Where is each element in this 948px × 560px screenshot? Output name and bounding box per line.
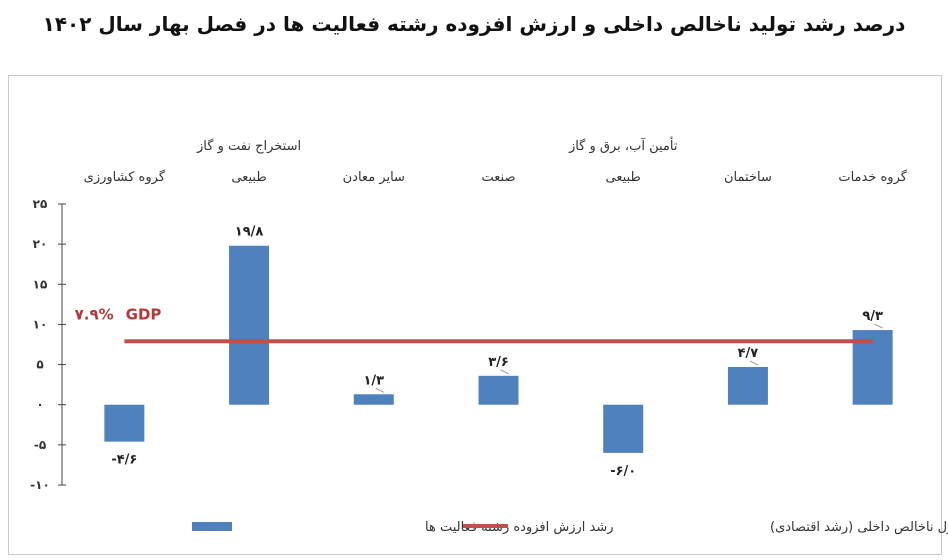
bar-data-label: ۱۹/۸ <box>235 225 264 240</box>
category-label-line2: طبیعی <box>231 170 266 185</box>
gdp-annotation-label: ۷.۹% GDP <box>75 305 162 323</box>
legend-swatch-bars <box>192 522 232 531</box>
category-label-line1: استخراج نفت و گاز <box>196 138 301 154</box>
label-leader-line <box>874 323 883 329</box>
y-tick-label: ۰ <box>36 398 43 412</box>
y-tick-label: -۵ <box>34 438 46 452</box>
bar <box>229 245 270 405</box>
y-tick-label: ۵ <box>36 358 43 372</box>
bar <box>353 394 394 405</box>
category-label-line2: گروه کشاورزی <box>84 169 166 185</box>
y-tick-label: ۱۰ <box>33 317 48 331</box>
y-tick-label: ۲۵ <box>33 197 48 211</box>
category-label-line2: گروه خدمات <box>838 169 907 185</box>
label-leader-line <box>749 360 759 366</box>
chart-frame <box>8 75 942 555</box>
y-tick-label: ۱۵ <box>33 277 48 291</box>
category-label-line2: طبیعی <box>606 170 641 185</box>
bar-data-label: -۶/۰ <box>610 464 636 479</box>
y-tick-label: ۲۰ <box>33 237 48 251</box>
bar <box>727 366 768 405</box>
bar <box>603 404 644 453</box>
category-label-line1: تأمین آب، برق و گاز <box>568 136 678 154</box>
bar-data-label: ۱/۳ <box>363 373 384 388</box>
bar-data-label: ۳/۶ <box>488 355 509 370</box>
category-label-line2: صنعت <box>482 170 516 185</box>
bar-data-label: -۴/۶ <box>111 453 137 468</box>
bar <box>478 375 519 405</box>
bar-data-label: ۹/۳ <box>862 309 883 324</box>
chart-title: درصد رشد تولید ناخالص داخلی و ارزش افزود… <box>42 12 906 36</box>
y-tick-label: -۱۰ <box>30 478 50 492</box>
category-label-line2: سایر معادن <box>343 170 405 185</box>
bar <box>104 404 145 442</box>
label-leader-line <box>375 387 385 393</box>
category-label-line2: ساختمان <box>724 170 772 185</box>
legend-label-bars: رشد ارزش افزوده رشته فعالیت ها <box>425 520 614 535</box>
bar-data-label: ۴/۷ <box>738 346 759 361</box>
legend-label-gdp: رشد محصول ناخالص داخلی (رشد اقتصادی) <box>770 520 948 535</box>
label-leader-line <box>500 369 509 375</box>
